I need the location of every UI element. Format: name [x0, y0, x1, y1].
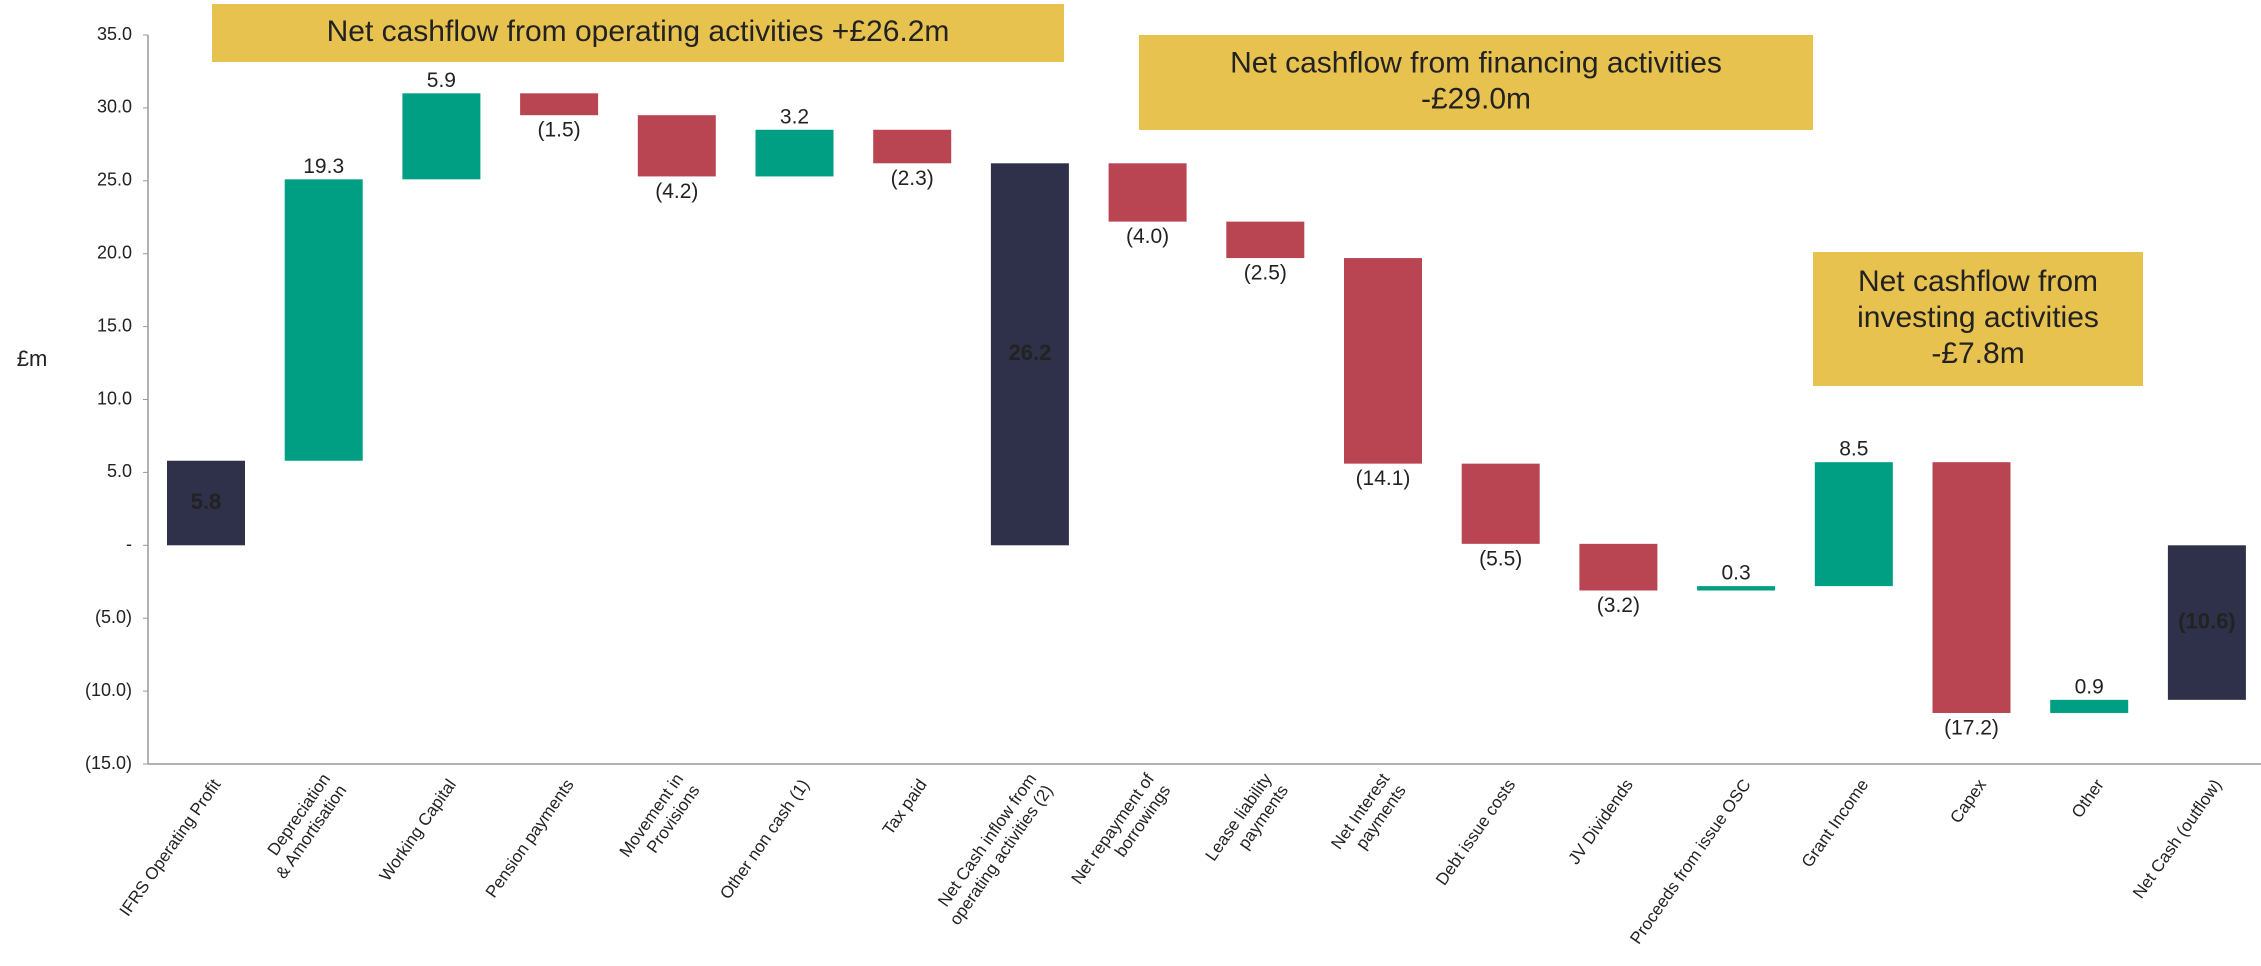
value-label: 8.5: [1839, 438, 1868, 461]
annotation-text: Net cashflow from financing activities: [1230, 46, 1722, 79]
y-tick-label: 25.0: [97, 170, 132, 190]
x-tick-label: Other non cash (1): [717, 776, 814, 903]
total-bar: [167, 460, 245, 546]
y-tick-label: 5.0: [107, 461, 132, 481]
x-tick-label: JV Dividends: [1565, 776, 1637, 868]
value-label: (1.5): [538, 119, 581, 142]
value-label: (2.5): [1244, 262, 1287, 285]
y-tick-label: (10.0): [85, 680, 132, 700]
x-tick-label: Lease liabilitypayments: [1202, 770, 1293, 876]
value-label: (5.5): [1479, 547, 1522, 570]
annotation-text: -£29.0m: [1421, 82, 1531, 115]
bar: [873, 129, 952, 164]
bar: [1226, 221, 1305, 259]
x-tick-label: IFRS Operating Profit: [116, 776, 225, 920]
x-tick-label: Tax paid: [879, 776, 931, 839]
value-label: 26.2: [1008, 340, 1051, 365]
bar: [755, 129, 834, 177]
annotation-box: [212, 4, 1064, 62]
value-label: (17.2): [1944, 717, 1999, 740]
value-label: 3.2: [780, 105, 809, 128]
bar: [1697, 586, 1776, 591]
annotation-text: Net cashflow from operating activities +…: [327, 15, 950, 48]
value-label: (14.1): [1356, 467, 1411, 490]
value-label: (2.3): [891, 167, 934, 190]
annotation-text: -£7.8m: [1931, 337, 2024, 370]
x-tick-label: Depreciation& Amortisation: [256, 770, 351, 882]
total-bar: [990, 163, 1069, 546]
bar: [520, 93, 599, 116]
bar: [1108, 163, 1187, 222]
value-label: (10.6): [2178, 608, 2235, 633]
value-label: (4.0): [1126, 225, 1169, 248]
bar: [1932, 462, 2011, 713]
bar: [2050, 699, 2129, 713]
y-tick-label: (5.0): [95, 607, 132, 627]
total-bar: [2167, 545, 2246, 700]
x-tick-label: Pension payments: [482, 776, 578, 901]
y-tick-label: (15.0): [85, 753, 132, 773]
y-tick-label: 10.0: [97, 388, 132, 408]
annotation-box: [1139, 35, 1813, 130]
x-tick-label: Net Cash (outflow): [2130, 776, 2226, 902]
y-tick-label: 30.0: [97, 97, 132, 117]
annotation-text: Net cashflow from: [1858, 265, 2098, 298]
x-tick-label: Capex: [1947, 776, 1991, 828]
x-tick-label: Net Interestpayments: [1328, 770, 1411, 865]
x-tick-label: Working Capital: [376, 776, 460, 885]
y-tick-label: 15.0: [97, 315, 132, 335]
bar: [1579, 543, 1658, 591]
bar: [637, 115, 716, 177]
x-tick-label: Movement inProvisions: [616, 770, 704, 872]
value-label: 19.3: [303, 155, 344, 178]
y-tick-label: 35.0: [97, 24, 132, 44]
x-tick-label: Net repayment ofborrowings: [1068, 770, 1175, 899]
x-tick-label: Other: [2068, 776, 2108, 822]
bar: [402, 93, 481, 180]
x-tick-label: Grant Income: [1798, 776, 1873, 871]
y-tick-label: -: [126, 534, 132, 554]
value-label: 5.9: [427, 69, 456, 92]
bar: [1344, 258, 1422, 464]
x-tick-label: Net Cash inflow fromoperating activities…: [930, 770, 1057, 929]
bar: [1814, 462, 1893, 587]
x-tick-label: Proceeds from issue OSC: [1627, 776, 1755, 948]
x-tick-label: Debt issue costs: [1433, 776, 1520, 889]
y-axis-label: £m: [17, 346, 48, 371]
annotation-text: investing activities: [1857, 301, 2099, 334]
value-label: 0.9: [2075, 675, 2104, 698]
value-label: 5.8: [191, 489, 222, 514]
bar: [1461, 463, 1540, 544]
annotation-box: [1813, 252, 2143, 386]
value-label: (4.2): [655, 180, 698, 203]
bar: [284, 179, 363, 461]
value-label: 0.3: [1721, 562, 1750, 585]
y-tick-label: 20.0: [97, 242, 132, 262]
value-label: (3.2): [1597, 594, 1640, 617]
